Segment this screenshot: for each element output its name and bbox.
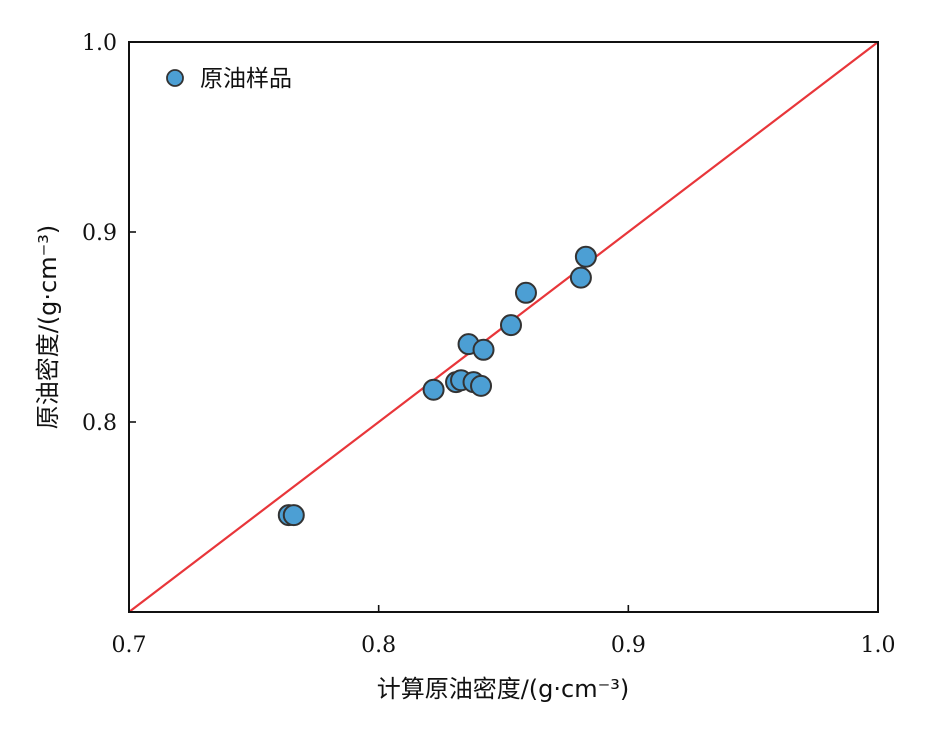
data-point	[470, 374, 493, 397]
data-point	[499, 314, 522, 337]
data-points-layer	[277, 245, 597, 527]
y-axis-label: 原油密度/(g·cm⁻³)	[34, 225, 62, 430]
x-tick-label: 0.7	[112, 633, 147, 658]
plot-frame	[128, 41, 879, 613]
data-point	[422, 378, 445, 401]
data-point	[472, 338, 495, 361]
legend-label: 原油样品	[200, 66, 292, 92]
data-point	[574, 245, 597, 268]
x-tick-label: 0.9	[611, 633, 646, 658]
x-tick-label: 0.8	[361, 633, 396, 658]
legend: 原油样品	[166, 66, 292, 92]
y-tick-label: 1.0	[82, 31, 117, 56]
x-tick-label: 1.0	[861, 633, 896, 658]
data-point	[282, 504, 305, 527]
data-point	[514, 281, 537, 304]
x-axis-ticks: 0.7 0.8 0.9 1.0	[112, 605, 896, 658]
data-point	[569, 266, 592, 289]
legend-marker	[166, 69, 184, 87]
x-axis-label: 计算原油密度/(g·cm⁻³)	[377, 675, 630, 703]
y-tick-label: 0.8	[82, 411, 117, 436]
y-tick-label: 0.9	[82, 221, 117, 246]
y-axis-ticks: 0.8 0.9 1.0	[82, 31, 136, 436]
